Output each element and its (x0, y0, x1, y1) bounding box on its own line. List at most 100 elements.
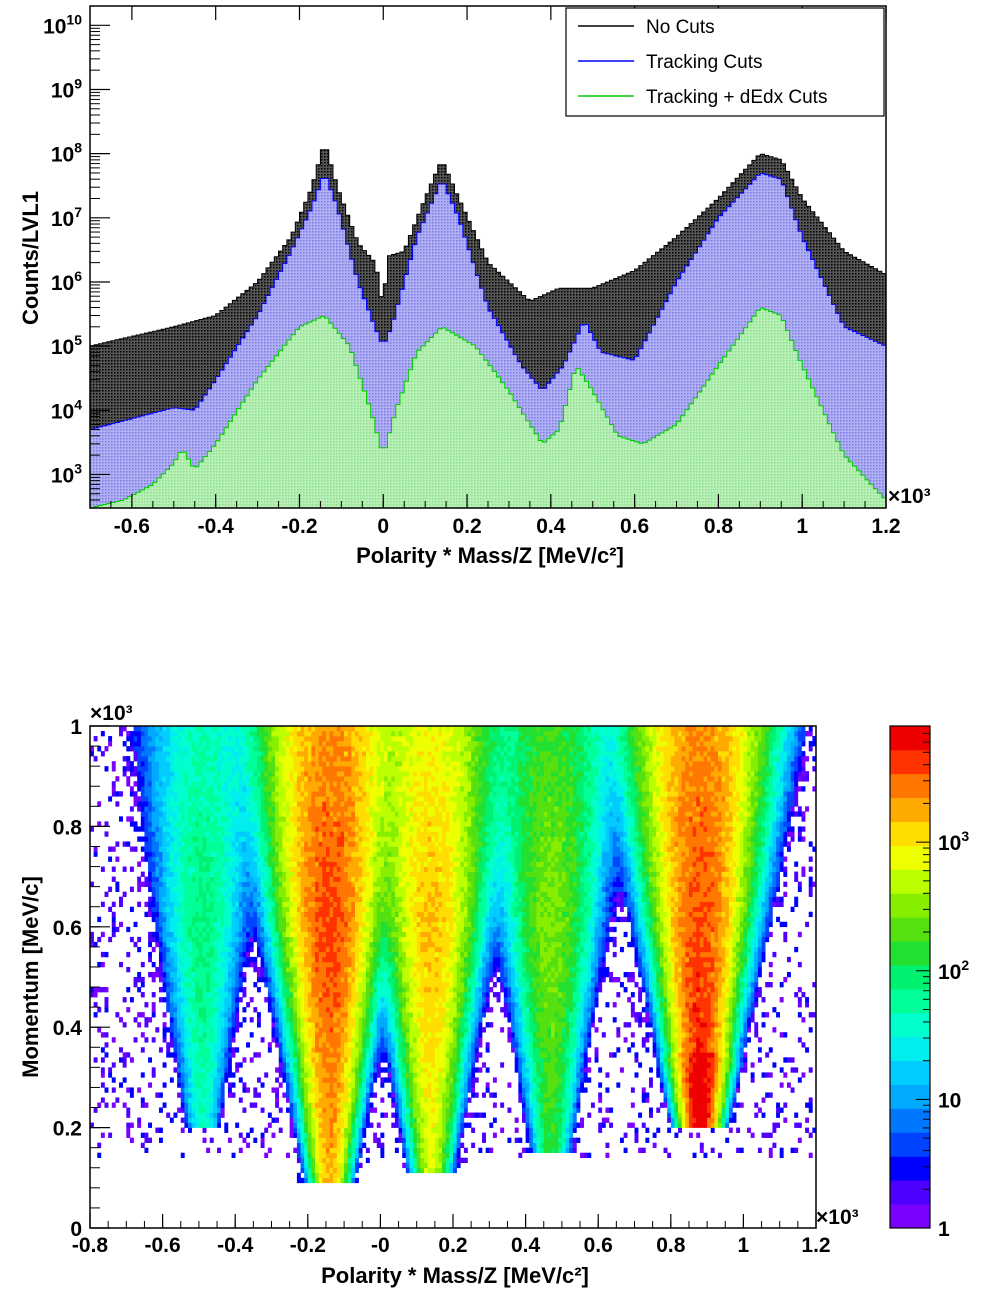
heatmap-cell (184, 961, 189, 968)
heatmap-cell (315, 1137, 319, 1143)
heatmap-cell (206, 1067, 211, 1073)
heatmap-cell (140, 846, 145, 852)
heatmap-cell (184, 891, 189, 897)
heatmap-cell (275, 1037, 280, 1043)
heatmap-cell (354, 736, 359, 742)
heatmap-cell (340, 961, 345, 968)
heatmap-cell (256, 866, 261, 872)
heatmap-cell (191, 916, 196, 923)
heatmap-cell (129, 731, 134, 737)
heatmap-cell (307, 886, 312, 892)
heatmap-cell (333, 1172, 338, 1179)
heatmap-cell (151, 776, 156, 782)
heatmap-cell (293, 977, 298, 983)
heatmap-cell (351, 992, 356, 998)
heatmap-cell (325, 1052, 330, 1058)
heatmap-cell (358, 1057, 363, 1063)
heatmap-cell (344, 1077, 349, 1083)
heatmap-cell (362, 1012, 367, 1018)
heatmap-cell (289, 1072, 294, 1078)
heatmap-cell (329, 951, 334, 958)
heatmap-cell (311, 1127, 316, 1133)
heatmap-cell (213, 1047, 218, 1053)
heatmap-cell (362, 1117, 367, 1123)
heatmap-cell (296, 861, 301, 867)
heatmap-cell (354, 1022, 359, 1028)
heatmap-cell (264, 836, 269, 842)
heatmap-cell (333, 1157, 338, 1164)
heatmap-cell (333, 911, 338, 918)
heatmap-cell (271, 1017, 276, 1023)
heatmap-cell (162, 811, 167, 817)
heatmap-cell (191, 931, 196, 938)
heatmap-cell (184, 977, 189, 983)
heatmap-cell (289, 876, 294, 882)
heatmap-cell (293, 1052, 298, 1058)
heatmap-cell (206, 841, 211, 847)
heatmap-cell (333, 826, 338, 832)
heatmap-cell (347, 846, 352, 852)
heatmap-cell (271, 901, 276, 908)
heatmap-cell (289, 977, 294, 983)
heatmap-cell (140, 1072, 145, 1078)
heatmap-cell (278, 901, 283, 908)
heatmap-cell (318, 951, 323, 958)
heatmap-cell (158, 796, 163, 802)
heatmap-cell (256, 931, 261, 938)
heatmap-cell (151, 816, 156, 822)
heatmap-cell (315, 896, 319, 902)
heatmap-cell (322, 987, 327, 993)
heatmap-cell (195, 911, 200, 918)
heatmap-cell (162, 1027, 167, 1033)
heatmap-cell (354, 836, 359, 842)
heatmap-cell (271, 801, 276, 807)
heatmap-cell (340, 781, 345, 787)
heatmap-cell (169, 1052, 174, 1058)
heatmap-cell (271, 1027, 276, 1033)
heatmap-cell (275, 886, 280, 892)
heatmap-cell (224, 831, 229, 837)
heatmap-cell (126, 841, 131, 847)
heatmap-cell (227, 1037, 232, 1043)
heatmap-cell (206, 1002, 211, 1008)
heatmap-cell (169, 936, 174, 943)
heatmap-cell (278, 936, 283, 943)
heatmap-cell (286, 886, 290, 892)
heatmap-cell (166, 951, 171, 958)
heatmap-cell (311, 1097, 316, 1103)
heatmap-cell (315, 1082, 319, 1088)
heatmap-cell (166, 776, 171, 782)
heatmap-cell (108, 906, 113, 913)
heatmap-cell (304, 891, 309, 897)
heatmap-cell (231, 936, 236, 943)
heatmap-cell (293, 1082, 298, 1088)
heatmap-cell (231, 982, 236, 988)
heatmap-cell (256, 936, 261, 943)
heatmap-cell (315, 1152, 319, 1159)
heatmap-cell (362, 1042, 367, 1048)
heatmap-cell (180, 1052, 185, 1058)
heatmap-cell (213, 1117, 218, 1123)
heatmap-cell (296, 726, 301, 732)
heatmap-cell (238, 931, 243, 938)
heatmap-cell (264, 921, 269, 928)
heatmap-cell (267, 931, 272, 938)
heatmap-cell (202, 811, 207, 817)
heatmap-cell (311, 1017, 316, 1023)
heatmap-cell (340, 1157, 345, 1164)
heatmap-cell (325, 1002, 330, 1008)
heatmap-cell (220, 1072, 225, 1078)
heatmap-cell (148, 831, 153, 837)
heatmap-cell (104, 891, 109, 897)
heatmap-cell (235, 951, 240, 958)
heatmap-cell (97, 1027, 102, 1033)
heatmap-cell (275, 977, 280, 983)
heatmap-cell (184, 856, 189, 862)
heatmap-cell (296, 891, 301, 897)
heatmap-cell (90, 987, 94, 993)
heatmap-cell (286, 861, 290, 867)
heatmap-cell (177, 781, 182, 787)
heatmap-cell (209, 1007, 214, 1013)
heatmap-cell (322, 786, 327, 792)
heatmap-cell (227, 761, 232, 767)
